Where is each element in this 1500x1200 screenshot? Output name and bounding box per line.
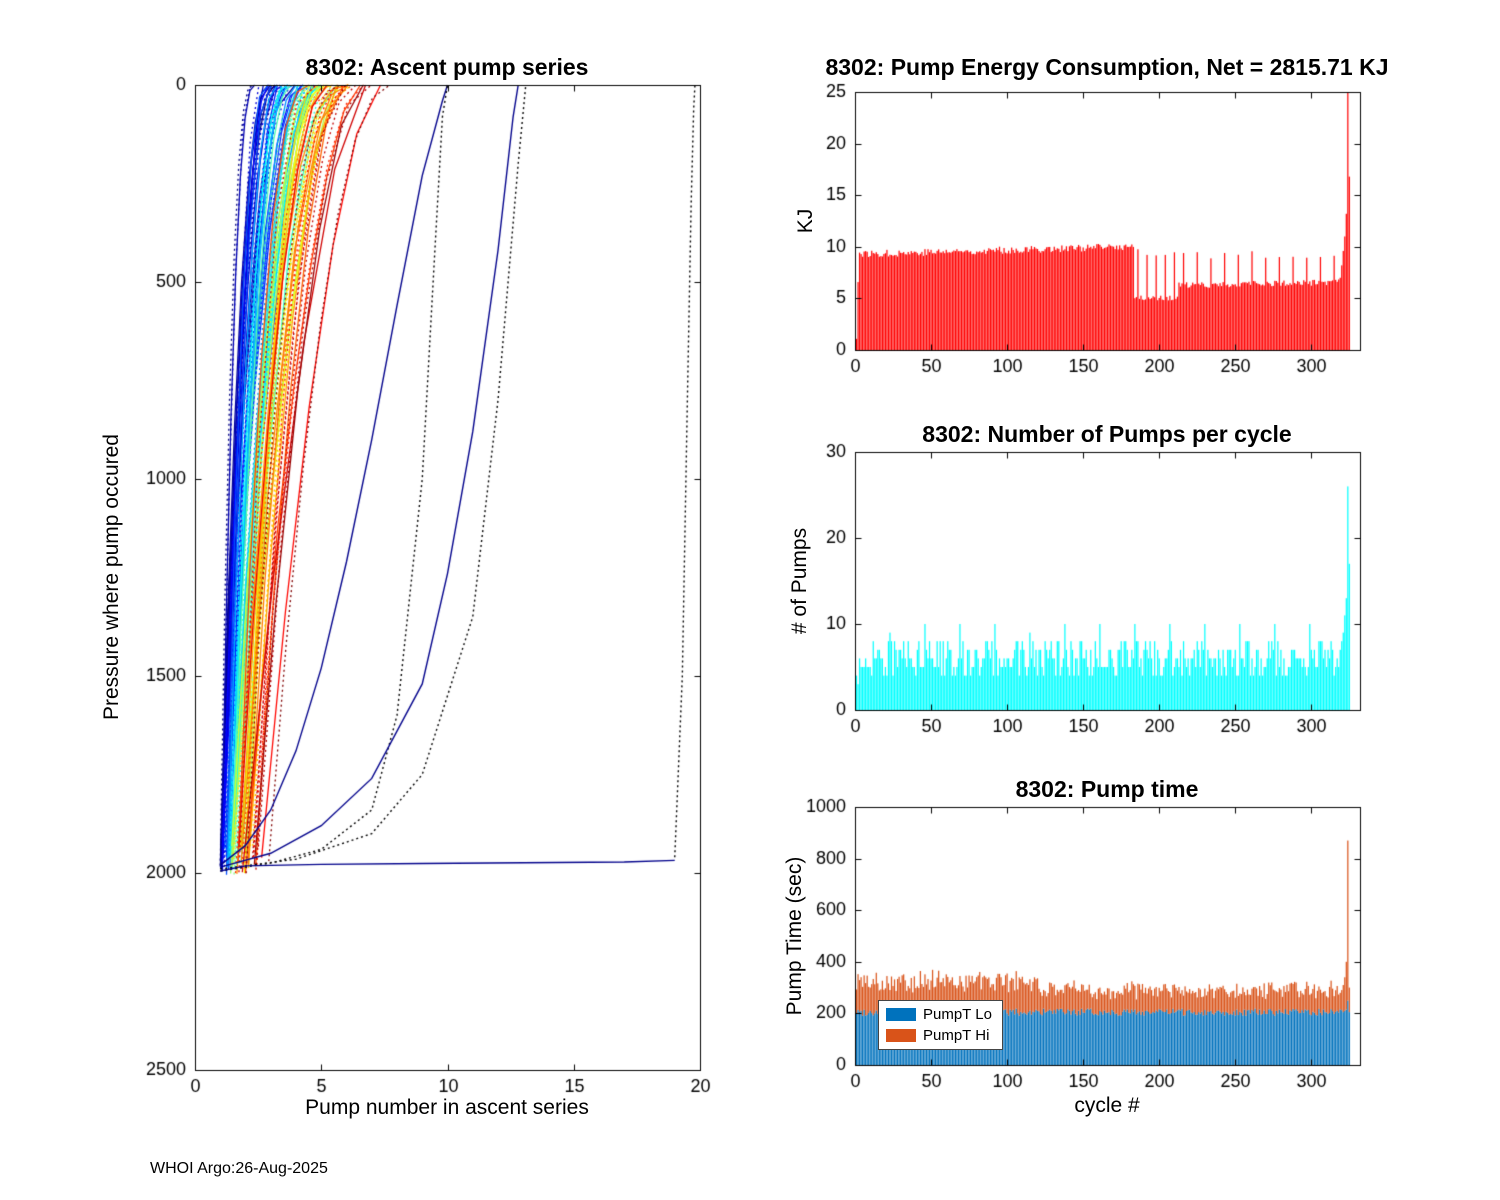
pumps-per-cycle-chart: [800, 440, 1380, 740]
figure-footer: WHOI Argo:26-Aug-2025: [150, 1160, 328, 1177]
pump-time-legend: PumpT Lo PumpT Hi: [878, 1000, 1003, 1050]
legend-label-pumpt-hi: PumpT Hi: [923, 1027, 990, 1044]
legend-label-pumpt-lo: PumpT Lo: [923, 1006, 992, 1023]
legend-swatch-pumpt-hi: [886, 1029, 916, 1042]
ascent-pump-series-chart: [140, 70, 720, 1130]
pump-energy-chart: [800, 80, 1380, 380]
energy-plot-title: 8302: Pump Energy Consumption, Net = 281…: [825, 54, 1389, 80]
legend-item-pumpt-hi: PumpT Hi: [886, 1027, 992, 1044]
legend-item-pumpt-lo: PumpT Lo: [886, 1006, 992, 1023]
legend-swatch-pumpt-lo: [886, 1008, 916, 1021]
ascent-y-axis-label: Pressure where pump occured: [100, 434, 123, 720]
pump-time-chart: [800, 795, 1380, 1105]
